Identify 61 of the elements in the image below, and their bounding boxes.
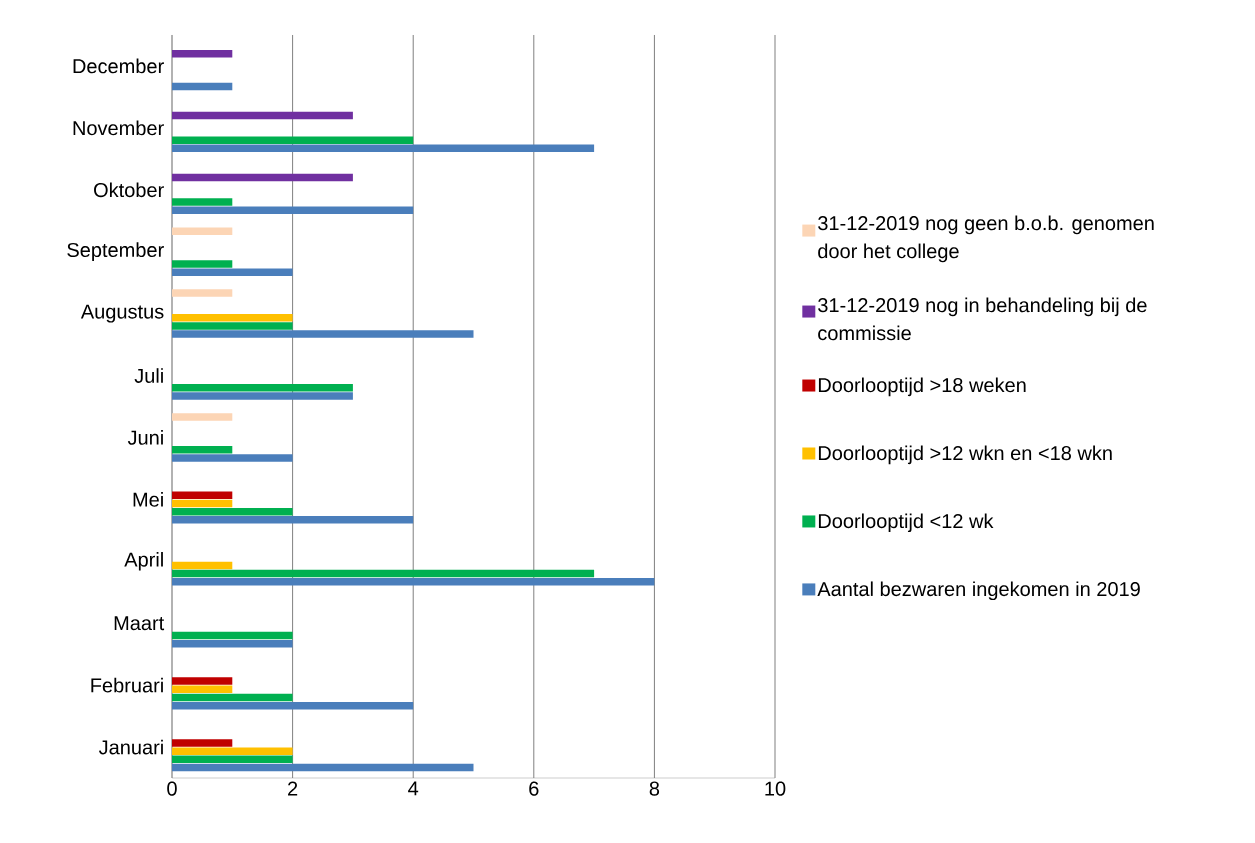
bar <box>172 491 233 500</box>
bar <box>172 49 233 58</box>
x-tick-label: 0 <box>167 781 177 796</box>
bar <box>172 561 233 570</box>
y-tick-label: Augustus <box>80 304 164 323</box>
y-tick-label: Mei <box>133 492 163 507</box>
bar <box>172 268 293 276</box>
y-tick-label: Oktober <box>94 182 164 198</box>
bar <box>172 446 233 454</box>
bar <box>172 747 293 755</box>
legend-label: Doorlooptijd >18 weken <box>818 377 1026 397</box>
bar <box>172 516 414 524</box>
bar <box>172 578 655 586</box>
x-tick-label: 6 <box>529 781 539 796</box>
bar <box>172 392 353 400</box>
bar <box>172 289 233 297</box>
bar <box>172 677 233 685</box>
y-tick-label: Juni <box>127 430 163 445</box>
legend-label: Doorlooptijd >12 wkn en <18 wkn <box>818 445 1112 465</box>
bar <box>172 198 233 206</box>
bar <box>172 144 595 153</box>
legend-label: 31-12-2019 nog in behandeling bij de commissie <box>818 297 1147 341</box>
bar <box>172 569 595 578</box>
y-tick-label: Februari <box>91 677 163 693</box>
y-tick-label: Maart <box>114 616 165 631</box>
bar <box>172 173 353 182</box>
legend-label: Doorlooptijd <12 wk <box>818 513 994 533</box>
bar <box>172 413 233 421</box>
y-tick-label: April <box>124 551 163 571</box>
bar <box>172 322 293 330</box>
y-tick-label: September <box>67 242 164 262</box>
bar <box>172 701 414 710</box>
bar <box>172 763 474 772</box>
bar <box>172 384 353 392</box>
bar <box>172 206 414 215</box>
y-tick-label: Januari <box>98 739 163 755</box>
x-tick-label: 8 <box>649 781 660 796</box>
bar <box>172 693 293 702</box>
y-tick-label: Juli <box>134 368 163 383</box>
x-tick-label: 2 <box>288 781 298 796</box>
bar <box>172 631 293 640</box>
bar <box>172 499 233 508</box>
bar <box>172 313 293 322</box>
x-tick-label: 10 <box>765 781 786 796</box>
bar <box>172 755 293 764</box>
legend-label: 31-12-2019 nog geen b.o.b. genomen door het college <box>818 215 1154 263</box>
bar <box>172 82 233 91</box>
bar <box>172 260 233 268</box>
bar <box>172 507 293 516</box>
y-tick-label: November <box>73 120 164 136</box>
bar <box>172 639 293 648</box>
legend-label: Aantal bezwaren ingekomen in 2019 <box>817 581 1140 601</box>
bar <box>172 227 233 235</box>
bar <box>172 330 474 338</box>
bar <box>172 739 233 747</box>
bar <box>172 454 293 462</box>
bar <box>172 111 353 120</box>
bar <box>172 136 414 144</box>
x-tick-label: 4 <box>408 781 419 796</box>
y-tick-label: December <box>73 58 164 74</box>
bar <box>172 685 233 693</box>
